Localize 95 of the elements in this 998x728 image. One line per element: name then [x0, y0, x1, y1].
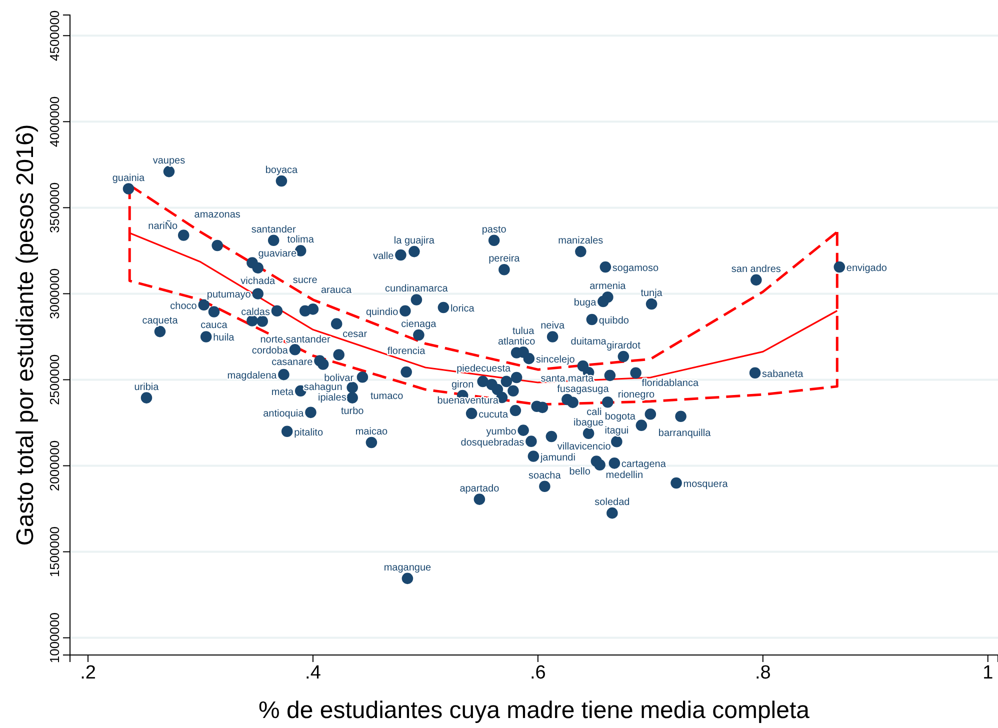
y-tick-label: 2500000 — [47, 354, 62, 406]
annotation: choco — [170, 300, 198, 312]
annotation: buenaventura — [437, 395, 499, 406]
x-tick-label: .8 — [754, 662, 771, 684]
annotation: rionegro — [618, 389, 656, 400]
annotation: armenia — [590, 281, 626, 292]
annotation: turbo — [340, 406, 364, 417]
annotation: bolivar — [324, 372, 354, 384]
annotation: soacha — [528, 470, 562, 482]
annotation: guainia — [112, 172, 146, 184]
y-axis-title: Gasto total por estudiante (pesos 2016) — [12, 124, 39, 546]
annotation: pasto — [482, 224, 507, 236]
annotation: sucre — [292, 274, 318, 286]
annotation: girardot — [606, 340, 641, 352]
annotation: cali — [586, 407, 602, 418]
annotation: duitama — [570, 336, 607, 348]
annotation: mosquera — [683, 478, 728, 490]
annotation: vaupes — [152, 156, 186, 167]
annotation: ibague — [574, 417, 604, 428]
annotation: itagui — [604, 426, 629, 437]
annotation: cauca — [200, 320, 228, 331]
annotation: lorica — [450, 303, 475, 314]
annotation: amazonas — [194, 210, 240, 221]
annotation: magangue — [384, 562, 432, 574]
annotation: piedecuesta — [456, 363, 511, 374]
y-tick-label: 2000000 — [47, 440, 62, 492]
annotation: huila — [213, 332, 235, 344]
annotation: floridablanca — [642, 378, 699, 389]
annotation: medellin — [606, 470, 644, 481]
annotation: caqueta — [142, 316, 178, 327]
annotation: cundinamarca — [385, 284, 448, 295]
annotation: barranquilla — [658, 428, 712, 440]
annotation: maicao — [355, 426, 388, 438]
annotation: manizales — [558, 236, 604, 247]
annotation: sogamoso — [612, 263, 660, 274]
annotation: norte santander — [260, 334, 331, 346]
annotation: tolima — [287, 234, 314, 246]
annotation: tumaco — [370, 391, 404, 402]
x-tick-label: .2 — [80, 662, 96, 684]
x-tick-label: .4 — [305, 662, 322, 684]
annotation: fusagasuga — [557, 384, 610, 395]
y-tick-label: 3500000 — [47, 182, 62, 233]
annotation: santander — [251, 224, 297, 236]
y-tick-label: 4000000 — [47, 96, 62, 147]
annotation: jamundi — [539, 452, 576, 464]
y-tick-label: 1000000 — [47, 612, 62, 664]
annotation: buga — [574, 297, 597, 308]
annotation: tulua — [512, 326, 535, 338]
annotation: pereira — [488, 254, 520, 265]
annotation: quibdo — [598, 316, 630, 327]
annotation: la guajira — [394, 236, 435, 247]
annotation: valle — [373, 251, 394, 262]
annotation: sincelejo — [536, 354, 576, 366]
annotation: dosquebradas — [460, 437, 524, 448]
annotation: giron — [451, 380, 474, 391]
y-tick-label: 4500000 — [47, 10, 62, 61]
y-tick-label: 3000000 — [47, 268, 62, 320]
x-tick-label: 1 — [982, 662, 994, 684]
annotation: atlantico — [498, 336, 536, 348]
annotation: cienaga — [401, 319, 437, 330]
annotation: soledad — [594, 497, 630, 508]
annotation: san andres — [731, 264, 781, 275]
annotation: cordoba — [252, 346, 288, 357]
annotation: ipiales — [318, 392, 346, 404]
annotation: sabaneta — [762, 368, 804, 380]
x-axis-title: % de estudiantes cuya madre tiene media completa — [258, 697, 810, 724]
annotation: arauca — [320, 285, 352, 296]
annotation: magdalena — [227, 370, 278, 382]
annotation: guaviare — [258, 248, 298, 260]
annotation: pitalito — [294, 427, 324, 438]
annotation: bello — [569, 466, 591, 478]
annotation: uribia — [134, 382, 160, 393]
y-tick-label: 1500000 — [47, 526, 62, 578]
annotation: yumbo — [486, 426, 517, 438]
annotation: bogota — [604, 411, 636, 422]
annotation: quindio — [366, 306, 399, 318]
x-tick-label: .6 — [530, 662, 546, 684]
annotation: cartagena — [621, 459, 666, 470]
annotation: apartado — [460, 483, 500, 494]
annotation: envigado — [846, 263, 888, 274]
annotation: villavicencio — [557, 442, 612, 453]
annotation: antioquia — [263, 408, 304, 420]
annotation: sahagun — [304, 382, 342, 394]
annotation: meta — [271, 386, 294, 398]
annotation: cucuta — [478, 409, 508, 420]
annotation: caldas — [241, 306, 270, 318]
annotation: vichada — [240, 276, 276, 287]
annotation: boyaca — [265, 165, 298, 176]
annotation: putumayo — [206, 290, 252, 301]
annotation: tunja — [640, 288, 663, 300]
annotation: cesar — [342, 328, 368, 340]
annotation: nariÑo — [148, 220, 178, 232]
annotation: casanare — [272, 356, 314, 368]
annotation: florencia — [387, 346, 426, 357]
annotation: neiva — [540, 320, 565, 332]
